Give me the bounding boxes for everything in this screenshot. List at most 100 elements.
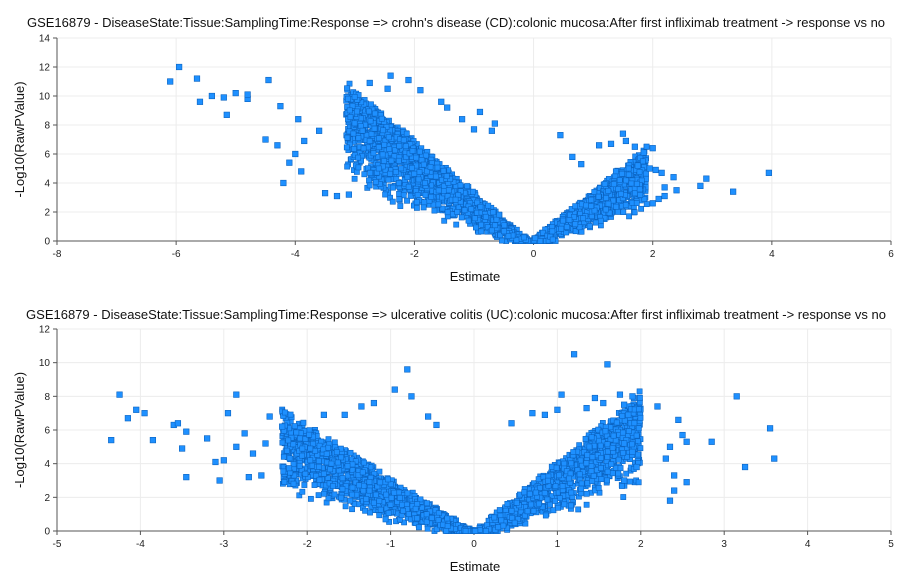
- data-point: [388, 157, 395, 164]
- data-point: [376, 135, 382, 142]
- data-point: [358, 157, 364, 164]
- data-point: [621, 417, 628, 424]
- data-point: [557, 132, 564, 139]
- data-point: [296, 492, 303, 499]
- data-point: [620, 209, 627, 216]
- data-point: [499, 237, 505, 244]
- data-point: [284, 447, 290, 454]
- points-group: [108, 351, 778, 534]
- data-point: [403, 154, 409, 160]
- data-point: [631, 209, 638, 216]
- data-point: [597, 217, 604, 224]
- data-point: [612, 168, 619, 175]
- data-point: [404, 197, 410, 204]
- data-point: [730, 188, 737, 195]
- data-point: [634, 162, 641, 169]
- data-point: [355, 154, 361, 161]
- y-tick-label: 4: [44, 459, 50, 470]
- volcano-plot-uc: GSE16879 - DiseaseState:Tissue:SamplingT…: [0, 293, 918, 586]
- data-point: [638, 205, 645, 212]
- data-point: [619, 130, 627, 137]
- data-point: [438, 98, 445, 105]
- y-tick-label: 2: [44, 208, 50, 219]
- data-point: [395, 157, 402, 164]
- data-point: [411, 170, 418, 177]
- data-point: [344, 85, 350, 92]
- data-point: [501, 222, 508, 229]
- data-point: [310, 440, 316, 447]
- data-point: [274, 142, 281, 149]
- data-point: [468, 206, 475, 213]
- y-tick-label: 0: [44, 527, 50, 538]
- data-point: [355, 164, 362, 171]
- x-tick-label: -6: [172, 249, 181, 260]
- data-point: [605, 187, 612, 194]
- data-point: [416, 148, 423, 155]
- data-point: [441, 217, 448, 224]
- data-point: [435, 187, 442, 194]
- data-point: [403, 130, 410, 137]
- data-point: [232, 90, 239, 97]
- data-point: [408, 165, 415, 171]
- data-point: [262, 136, 269, 143]
- data-point: [619, 170, 625, 177]
- data-point: [375, 144, 382, 151]
- x-tick-label: -4: [291, 249, 300, 260]
- y-axis-title: -Log10(RawPValue): [12, 372, 27, 488]
- data-point: [387, 72, 394, 79]
- data-point: [301, 137, 308, 145]
- data-point: [697, 182, 704, 190]
- data-point: [454, 209, 461, 215]
- data-point: [465, 217, 472, 224]
- data-point: [549, 493, 555, 500]
- data-point: [345, 191, 353, 198]
- data-point: [351, 94, 358, 100]
- data-point: [343, 144, 350, 151]
- data-point: [360, 145, 367, 152]
- data-point: [673, 187, 680, 194]
- data-point: [422, 192, 429, 198]
- data-point: [566, 217, 573, 223]
- data-point: [670, 174, 677, 181]
- data-point: [417, 87, 424, 94]
- data-point: [414, 204, 420, 211]
- data-point: [605, 200, 612, 207]
- data-point: [649, 145, 656, 152]
- data-point: [586, 223, 593, 229]
- data-point: [496, 211, 503, 218]
- data-point: [280, 179, 287, 187]
- data-point: [415, 176, 422, 183]
- data-point: [491, 120, 498, 127]
- data-point: [484, 224, 491, 231]
- data-point: [583, 202, 589, 209]
- data-point: [366, 182, 373, 189]
- data-point: [396, 196, 403, 203]
- plot-area-uc: -5 -4 -3 -2 -1 0 1 2 3 4 5024681012Estimate-Log10(…: [12, 325, 894, 575]
- x-tick-label: 5: [888, 539, 894, 550]
- x-tick-label: 2: [638, 539, 644, 550]
- y-tick-label: 10: [39, 92, 51, 103]
- data-point: [345, 95, 351, 102]
- data-point: [478, 228, 485, 235]
- data-point: [416, 169, 423, 176]
- data-point: [615, 456, 622, 463]
- data-point: [220, 94, 227, 101]
- data-point: [620, 494, 627, 500]
- x-tick-label: -2: [410, 249, 419, 260]
- data-point: [376, 468, 383, 475]
- data-point: [383, 124, 390, 130]
- y-tick-label: 4: [44, 179, 50, 190]
- data-point: [301, 482, 308, 488]
- data-point: [591, 207, 598, 214]
- data-point: [439, 205, 446, 212]
- data-point: [535, 476, 542, 483]
- data-point: [582, 436, 589, 442]
- x-tick-label: 0: [471, 539, 477, 550]
- data-point: [490, 209, 497, 216]
- volcano-plot-cd: GSE16879 - DiseaseState:Tissue:SamplingT…: [12, 15, 894, 284]
- data-point: [381, 141, 388, 148]
- data-point: [485, 202, 492, 209]
- data-point: [316, 127, 323, 134]
- data-point: [380, 127, 386, 134]
- data-point: [504, 501, 511, 507]
